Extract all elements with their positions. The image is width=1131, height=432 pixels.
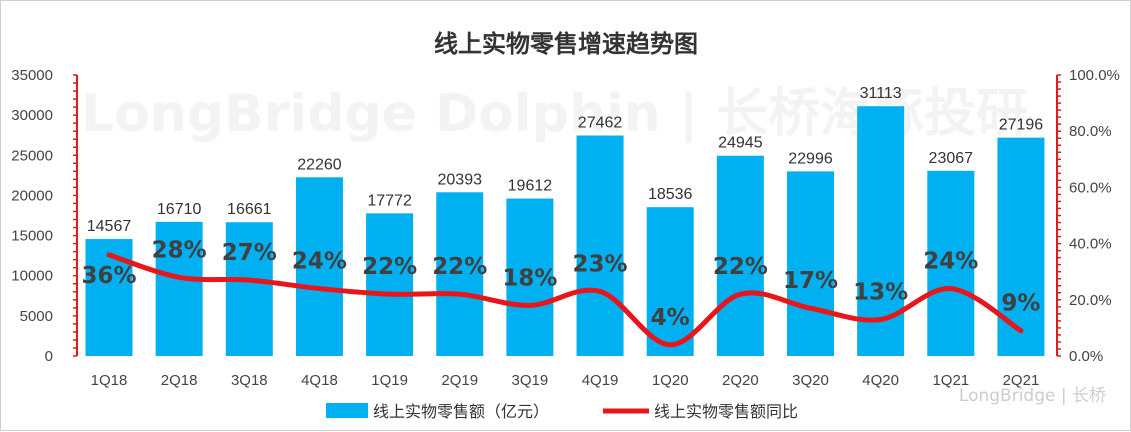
left-axis-tick-label: 20000 [11,187,53,204]
bar-2Q21 [997,137,1045,356]
bar-2Q20 [716,155,764,356]
x-tick-label: 3Q18 [231,372,268,389]
line-value-label: 36% [81,263,136,289]
bar-value-label: 23067 [929,150,974,167]
left-y-axis: 0 5000 10000 15000 20000 25000 30000 35000 [11,67,78,365]
bar-value-label: 16710 [157,201,202,218]
right-axis-tick-label: 60.0% [1069,179,1112,196]
line-value-label: 17% [783,268,838,294]
left-axis-tick-label: 10000 [11,268,53,285]
legend: 线上实物零售额（亿元） 线上实物零售额同比 [326,402,798,421]
bar-4Q19 [576,135,624,356]
bar-2Q18 [155,221,203,356]
line-value-label: 24% [923,249,978,275]
line-value-label: 22% [432,254,487,280]
bar-value-label: 16661 [227,201,272,218]
right-axis-tick-label: 0.0% [1069,348,1103,365]
right-y-axis: 0.0% 20.0% 40.0% 60.0% 80.0% 100.0% [1056,67,1120,365]
bar-value-label: 18536 [648,186,693,203]
line-value-label: 22% [713,254,768,280]
bar-3Q18 [225,222,273,356]
x-tick-label: 1Q18 [91,372,128,389]
line-value-label: 9% [1001,291,1040,317]
bar-value-label: 22260 [297,156,342,173]
bar-value-label: 17772 [367,192,412,209]
right-axis-tick-label: 20.0% [1069,292,1112,309]
bar-value-label: 31113 [860,85,902,102]
x-tick-label: 2Q18 [161,372,198,389]
x-tick-label: 3Q19 [512,372,549,389]
left-axis-tick-label: 35000 [11,67,53,84]
bar-3Q19 [506,198,554,356]
bar-value-label: 20393 [438,171,483,188]
bar-value-labels: 14567 16710 16661 22260 17772 20393 19612 27462… [87,85,1044,235]
bar-3Q20 [787,171,834,356]
line-series [106,252,1024,348]
x-axis-ticks: 1Q18 2Q18 3Q18 4Q18 1Q19 2Q19 3Q19 4Q19 1Q20 2Q20… [91,372,1040,389]
chart-title: 线上实物零售增速趋势图 [434,30,698,58]
bar-2Q19 [436,192,484,356]
right-axis-tick-label: 40.0% [1069,236,1112,253]
left-axis-tick-label: 25000 [11,147,53,164]
x-tick-label: 4Q19 [582,372,619,389]
line-value-label: 4% [651,305,690,331]
x-tick-label: 1Q19 [371,372,408,389]
bar-value-label: 22996 [788,150,833,167]
x-tick-label: 2Q19 [441,372,478,389]
line-value-label: 22% [362,254,417,280]
right-axis-tick-label: 80.0% [1069,123,1112,140]
x-tick-label: 3Q20 [792,372,829,389]
line-value-label: 13% [853,279,908,305]
bar-value-label: 19612 [508,178,553,195]
line-value-label: 23% [573,251,628,277]
left-axis-tick-label: 30000 [11,107,53,124]
x-tick-label: 4Q20 [862,372,899,389]
x-tick-label: 2Q20 [722,372,759,389]
bar-4Q18 [295,177,343,356]
line-value-labels: 36% 28% 27% 24% 22% 22% 18% 23% 4% 22% 17% 13% 24% 9% [81,237,1040,330]
bar-value-label: 14567 [87,218,132,235]
line-value-label: 28% [152,237,207,263]
legend-line-label: 线上实物零售额同比 [654,402,798,421]
bar-series [85,106,1045,356]
legend-bar-swatch [326,403,368,418]
line-value-label: 24% [292,249,347,275]
left-axis-tick-label: 0 [45,348,53,365]
x-tick-label: 1Q20 [652,372,689,389]
bar-1Q19 [366,213,414,356]
brand-logo-text: LongBridge | 长桥 [959,386,1106,406]
bar-value-label: 27462 [578,115,623,132]
bar-value-label: 24945 [718,135,763,152]
x-tick-label: 1Q21 [932,372,969,389]
left-axis-tick-label: 5000 [20,308,53,325]
right-axis-tick-label: 100.0% [1069,67,1120,84]
x-tick-label: 2Q21 [1003,372,1040,389]
left-axis-tick-label: 15000 [11,228,53,245]
x-tick-label: 4Q18 [301,372,338,389]
legend-bar-label: 线上实物零售额（亿元） [373,402,549,421]
line-value-label: 27% [222,240,277,266]
bar-1Q21 [927,170,975,356]
bar-1Q20 [646,207,694,356]
line-value-label: 18% [502,265,557,291]
yoy-growth-line [106,252,1024,348]
bar-value-label: 27196 [999,117,1044,134]
